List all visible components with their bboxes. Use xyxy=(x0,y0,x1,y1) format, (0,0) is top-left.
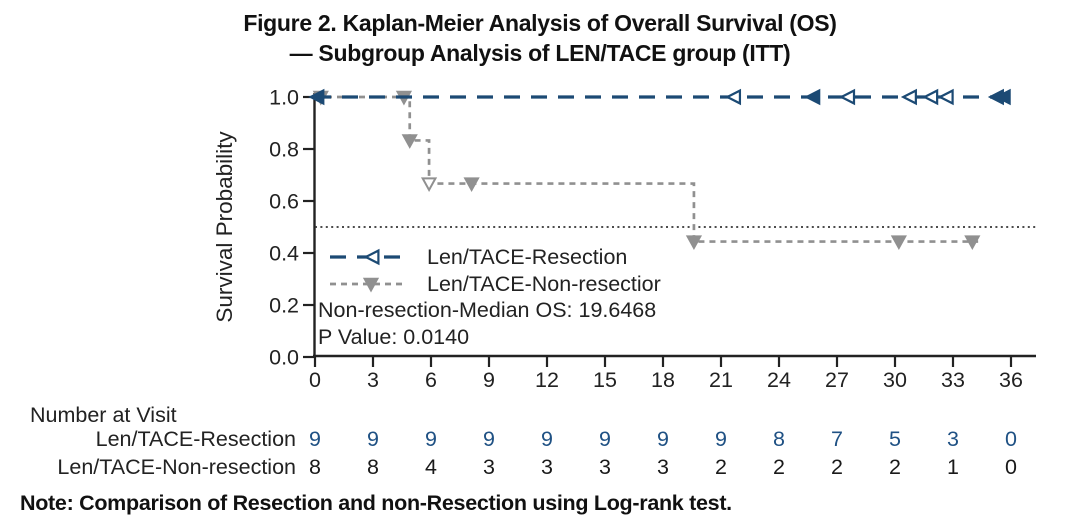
censor-mark-left-triangle xyxy=(308,88,325,106)
risk-row-label: Len/TACE-Resection xyxy=(95,427,296,451)
y-tick-label: 0.2 xyxy=(269,294,299,318)
risk-count: 2 xyxy=(715,455,727,479)
p-value-annotation: P Value: 0.0140 xyxy=(318,325,470,349)
x-tick-label: 21 xyxy=(709,368,733,392)
censor-mark-down-triangle xyxy=(401,134,418,149)
x-tick-label: 6 xyxy=(425,368,437,392)
risk-count: 9 xyxy=(541,427,553,451)
risk-count: 9 xyxy=(425,427,437,451)
y-tick-label: 0.8 xyxy=(269,138,299,162)
risk-count: 5 xyxy=(889,427,901,451)
legend-label-non-resection: Len/TACE-Non-resectior xyxy=(427,272,661,296)
risk-count: 9 xyxy=(483,427,495,451)
censor-mark-left-triangle xyxy=(900,88,917,106)
censor-mark-down-triangle xyxy=(964,235,981,251)
x-tick-label: 33 xyxy=(941,368,965,392)
risk-count: 3 xyxy=(541,455,553,479)
risk-count: 9 xyxy=(367,427,379,451)
median-os-annotation: Non-resection-Median OS: 19.6468 xyxy=(318,298,657,322)
risk-table-title: Number at Visit xyxy=(30,403,177,427)
risk-count: 2 xyxy=(889,455,901,479)
censor-mark-down-triangle xyxy=(463,177,480,193)
y-tick-label: 1.0 xyxy=(269,86,299,110)
censor-mark-left-triangle xyxy=(922,88,939,106)
y-tick-label: 0.0 xyxy=(269,346,299,370)
risk-count: 2 xyxy=(831,455,843,479)
x-tick-label: 24 xyxy=(767,368,791,392)
risk-count: 3 xyxy=(947,427,959,451)
y-tick-label: 0.4 xyxy=(269,242,299,266)
risk-count: 8 xyxy=(309,455,321,479)
risk-count: 8 xyxy=(367,455,379,479)
censor-mark-left-triangle xyxy=(363,248,380,266)
x-tick-label: 18 xyxy=(651,368,675,392)
risk-count: 7 xyxy=(831,427,843,451)
risk-row-label: Len/TACE-Non-resection xyxy=(57,455,296,479)
survival-curve-non-resection xyxy=(315,95,979,243)
risk-count: 0 xyxy=(1005,427,1017,451)
figure-title: Figure 2. Kaplan-Meier Analysis of Overa… xyxy=(40,8,1040,68)
risk-count: 4 xyxy=(425,455,437,479)
risk-count: 8 xyxy=(773,427,785,451)
risk-count: 3 xyxy=(483,455,495,479)
x-tick-label: 12 xyxy=(535,368,559,392)
figure-title-line2: — Subgroup Analysis of LEN/TACE group (I… xyxy=(289,40,791,66)
figure-note: Note: Comparison of Resection and non-Re… xyxy=(20,491,732,515)
censor-mark-left-triangle xyxy=(994,88,1011,106)
figure-title-line1: Figure 2. Kaplan-Meier Analysis of Overa… xyxy=(243,10,837,36)
censor-mark-left-triangle xyxy=(724,88,742,106)
censor-mark-left-triangle xyxy=(804,88,821,106)
legend-label-resection: Len/TACE-Resection xyxy=(427,245,628,269)
risk-count: 9 xyxy=(715,427,727,451)
risk-count: 3 xyxy=(599,455,611,479)
censor-mark-down-triangle xyxy=(362,277,380,293)
risk-count: 9 xyxy=(599,427,611,451)
censor-mark-down-triangle xyxy=(890,235,907,251)
x-tick-label: 30 xyxy=(883,368,907,392)
risk-count: 2 xyxy=(773,455,785,479)
x-tick-label: 15 xyxy=(593,368,617,392)
risk-count: 9 xyxy=(309,427,321,451)
risk-count: 9 xyxy=(657,427,669,451)
risk-count: 1 xyxy=(947,455,959,479)
censor-mark-down-triangle xyxy=(420,177,438,193)
y-tick-label: 0.6 xyxy=(269,190,299,214)
risk-count: 0 xyxy=(1005,455,1017,479)
x-tick-label: 36 xyxy=(999,368,1023,392)
risk-count: 3 xyxy=(657,455,669,479)
censor-mark-down-triangle xyxy=(685,235,703,251)
censor-mark-left-triangle xyxy=(937,88,954,106)
censor-mark-left-triangle xyxy=(838,88,856,106)
x-tick-label: 0 xyxy=(309,368,321,392)
x-tick-label: 27 xyxy=(825,368,849,392)
x-tick-label: 9 xyxy=(483,368,495,392)
x-tick-label: 3 xyxy=(367,368,379,392)
